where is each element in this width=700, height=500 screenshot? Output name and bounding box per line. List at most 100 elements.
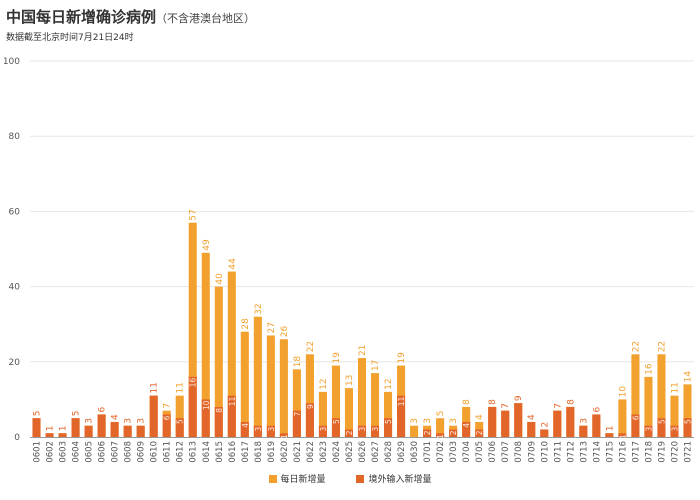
bar-value-label: 57: [189, 209, 199, 220]
bar-imported: [58, 433, 67, 437]
bar-daily: [331, 365, 340, 437]
x-tick-label: 0719: [657, 441, 667, 463]
chart-subtitle: 数据截至北京时间7月21日24时: [6, 33, 134, 43]
x-tick-label: 0721: [683, 441, 693, 463]
bar-imported: [292, 410, 301, 437]
bar-value-label: 10: [618, 386, 628, 398]
bar-daily: [384, 391, 393, 437]
y-tick-label: 80: [9, 132, 21, 142]
x-tick-label: 0609: [137, 441, 147, 463]
bar-value-label: 26: [280, 326, 290, 338]
bar-daily: [344, 388, 354, 437]
bar-daily: [631, 354, 640, 437]
bar-imported-label: 3: [358, 427, 367, 432]
bar-value-label: 21: [358, 345, 368, 356]
bar-imported-label: 10: [202, 400, 211, 410]
x-tick-label: 0628: [384, 441, 394, 463]
legend: 每日新增量 境外输入新增量: [0, 472, 700, 486]
bar-imported: [71, 418, 80, 437]
x-tick-label: 0618: [254, 441, 264, 463]
bar-imported: [449, 429, 458, 437]
bar-imported: [175, 418, 184, 437]
bar-value-label: 22: [657, 341, 667, 352]
bar-imported: [631, 414, 640, 437]
bar-value-label: 5: [33, 410, 43, 416]
bar-daily: [188, 222, 197, 437]
bar-imported-label: 11: [228, 396, 237, 406]
bar-chart: 0 20 40 60 80 100 5 0601 1 0602 1 0603 5 0604 3 0605 6 06…: [3, 57, 694, 463]
bar-imported-label: 1: [618, 434, 627, 439]
bar-imported-label: 5: [657, 419, 666, 424]
bar-imported-label: 2: [475, 430, 484, 435]
bar-value-label: 9: [514, 395, 524, 401]
bar-value-label: 7: [163, 403, 173, 409]
bar-imported: [370, 425, 380, 437]
x-tick-label: 0606: [98, 441, 108, 463]
bar-imported: [657, 418, 666, 437]
bar-imported-label: 3: [267, 427, 276, 432]
x-tick-label: 0620: [280, 441, 290, 463]
bar-value-label: 16: [644, 363, 654, 375]
bar-value-label: 8: [488, 399, 498, 405]
bar-value-label: 27: [267, 322, 277, 333]
x-tick-label: 0614: [202, 441, 212, 463]
x-tick-label: 0705: [475, 441, 485, 463]
bar-value-label: 13: [345, 375, 355, 386]
x-tick-label: 0708: [514, 441, 524, 463]
bar-value-label: 17: [371, 360, 381, 371]
bar-value-label: 1: [46, 426, 56, 432]
bar-value-label: 3: [423, 418, 433, 424]
legend-item-daily: 每日新增量: [268, 472, 326, 485]
bar-imported: [45, 433, 54, 437]
x-tick-label: 0604: [72, 441, 82, 463]
bar-imported-label: 5: [176, 419, 185, 424]
x-tick-label: 0711: [553, 441, 563, 463]
title-block: 中国每日新增确诊病例（不含港澳台地区） 数据截至北京时间7月21日24时: [6, 6, 255, 43]
bar-imported: [162, 414, 171, 437]
bar-value-label: 3: [579, 418, 589, 424]
bar-value-label: 11: [150, 382, 160, 393]
x-tick-label: 0613: [189, 441, 199, 463]
bar-value-label: 19: [397, 352, 407, 364]
bar-value-label: 4: [475, 414, 485, 420]
bar-imported: [357, 425, 367, 437]
bar-imported-label: 5: [332, 419, 341, 424]
x-tick-label: 0720: [670, 441, 680, 463]
bar-imported-label: 11: [397, 396, 406, 406]
legend-label-imported: 境外输入新增量: [368, 475, 432, 485]
legend-item-imported: 境外输入新增量: [356, 472, 431, 485]
x-tick-label: 0701: [423, 441, 433, 463]
bar-imported-label: 4: [241, 423, 250, 428]
bar-imported-label: 5: [683, 419, 692, 424]
x-tick-label: 0627: [371, 441, 381, 463]
bar-imported: [318, 425, 327, 437]
bar-daily: [240, 331, 249, 437]
x-tick-label: 0626: [358, 441, 368, 463]
bar-daily: [370, 373, 380, 437]
bar-imported: [605, 433, 614, 437]
x-tick-label: 0612: [176, 441, 186, 463]
bar-daily: [670, 395, 679, 437]
bar-imported: [384, 418, 393, 437]
bar-imported: [592, 414, 601, 437]
x-tick-label: 0619: [267, 441, 277, 463]
bar-daily: [436, 418, 445, 437]
x-tick-label: 0716: [618, 441, 628, 463]
x-tick-label: 0625: [345, 441, 355, 463]
bar-value-label: 1: [59, 426, 69, 432]
bar-imported: [527, 421, 536, 437]
x-tick-label: 0610: [150, 441, 160, 463]
bar-imported: [514, 403, 523, 437]
bar-imported: [123, 425, 132, 437]
bar-imported: [540, 429, 549, 437]
bar-imported-label: 7: [293, 411, 302, 416]
bar-daily: [357, 358, 367, 437]
bar-imported: [240, 421, 249, 437]
bar-daily: [214, 286, 223, 437]
bar-imported-label: 1: [280, 434, 289, 439]
x-tick-label: 0713: [579, 441, 589, 463]
x-tick-label: 0715: [605, 441, 615, 463]
legend-swatch-daily: [268, 474, 277, 483]
bar-imported: [618, 433, 627, 437]
bar-imported-label: 4: [462, 423, 471, 428]
